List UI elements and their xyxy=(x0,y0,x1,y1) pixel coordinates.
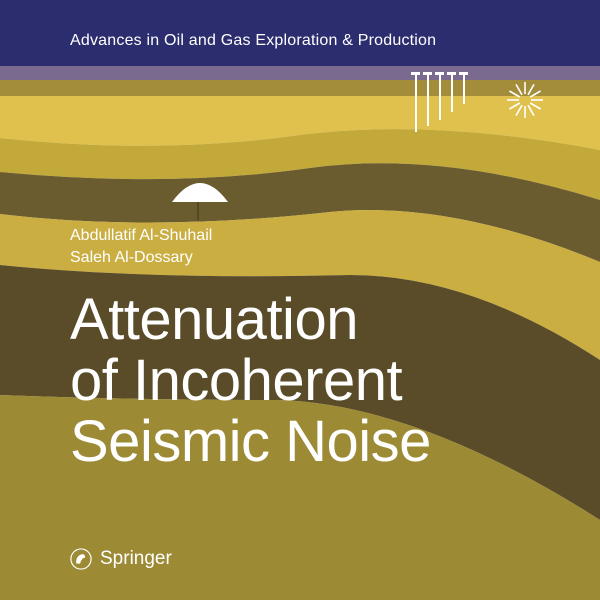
series-bar: Advances in Oil and Gas Exploration & Pr… xyxy=(70,32,530,50)
book-cover: Advances in Oil and Gas Exploration & Pr… xyxy=(0,0,600,600)
springer-horse-icon xyxy=(70,548,92,570)
series-name: Advances in Oil and Gas Exploration & Pr… xyxy=(70,32,436,50)
dome-icon xyxy=(172,180,228,202)
author-block: Abdullatif Al-Shuhail Saleh Al-Dossary xyxy=(70,225,212,268)
title-line: of Incoherent xyxy=(70,351,530,412)
author-name: Abdullatif Al-Shuhail xyxy=(70,225,212,247)
publisher-name: Springer xyxy=(100,548,172,570)
seismic-burst-icon xyxy=(505,80,545,120)
author-name: Saleh Al-Dossary xyxy=(70,247,212,269)
publisher-block: Springer xyxy=(70,548,172,570)
geophone-array-icon xyxy=(414,72,465,132)
title-line: Seismic Noise xyxy=(70,412,530,473)
book-title: Attenuation of Incoherent Seismic Noise xyxy=(70,290,530,473)
title-line: Attenuation xyxy=(70,290,530,351)
